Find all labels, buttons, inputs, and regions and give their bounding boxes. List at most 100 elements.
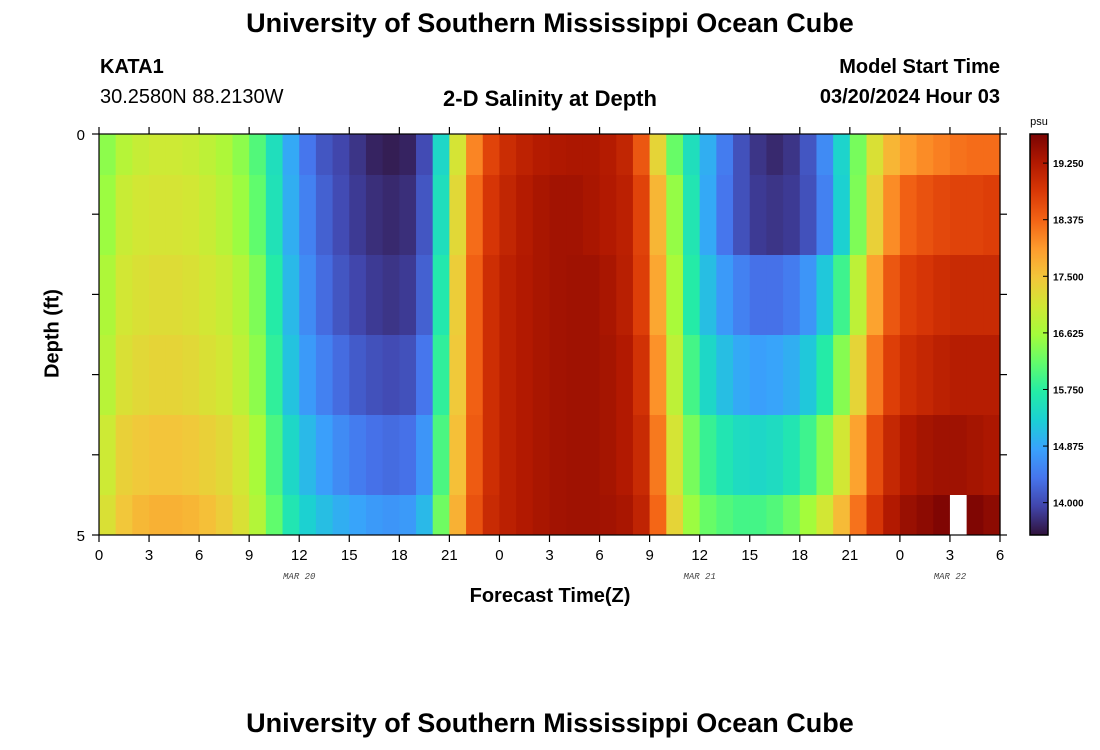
heatmap-cell bbox=[699, 134, 717, 175]
heatmap-cell bbox=[816, 495, 834, 535]
heatmap-cell bbox=[199, 415, 217, 495]
heatmap-cell bbox=[365, 255, 384, 335]
heatmap-cell bbox=[349, 255, 367, 335]
y-axis-ticks: 05 bbox=[77, 127, 1007, 545]
heatmap-cell bbox=[516, 415, 534, 495]
heatmap-cell bbox=[783, 495, 801, 535]
heatmap-cell bbox=[816, 255, 834, 335]
heatmap-cell bbox=[232, 134, 250, 175]
heatmap-cell bbox=[766, 134, 784, 175]
heatmap-cell bbox=[215, 175, 234, 255]
model-start-value: 03/20/2024 Hour 03 bbox=[819, 86, 1000, 108]
heatmap-cell bbox=[115, 495, 133, 535]
x-tick-label: 6 bbox=[996, 547, 1004, 564]
heatmap-cell bbox=[816, 134, 834, 175]
heatmap-cell bbox=[849, 495, 868, 535]
heatmap-cell bbox=[349, 495, 367, 535]
heatmap-cell bbox=[549, 415, 567, 495]
heatmap-cell bbox=[783, 134, 801, 175]
heatmap-cell bbox=[449, 175, 467, 255]
heatmap-cell bbox=[716, 335, 734, 415]
heatmap-cell bbox=[299, 335, 317, 415]
heatmap-cell bbox=[666, 255, 684, 335]
date-label: MAR 22 bbox=[934, 572, 967, 582]
heatmap-cell bbox=[766, 335, 784, 415]
heatmap-cell bbox=[249, 495, 267, 535]
heatmap-cell bbox=[716, 415, 734, 495]
heatmap-cell bbox=[649, 495, 667, 535]
heatmap-cell bbox=[315, 335, 334, 415]
heatmap-cell bbox=[532, 134, 551, 175]
heatmap-cell bbox=[282, 415, 300, 495]
heatmap-cell bbox=[432, 495, 450, 535]
heatmap-cell bbox=[299, 415, 317, 495]
heatmap-cell bbox=[649, 415, 667, 495]
model-start-label: Model Start Time bbox=[839, 56, 1000, 78]
heatmap-cell bbox=[199, 134, 217, 175]
x-tick-label: 15 bbox=[741, 547, 758, 564]
heatmap-cell bbox=[215, 255, 234, 335]
heatmap-cell bbox=[716, 175, 734, 255]
heatmap-cell bbox=[99, 335, 117, 415]
heatmap-cell bbox=[933, 255, 951, 335]
heatmap-cell bbox=[749, 335, 768, 415]
heatmap-cell bbox=[866, 134, 884, 175]
heatmap-cell bbox=[482, 255, 501, 335]
heatmap-cell bbox=[516, 495, 534, 535]
station-id: KATA1 bbox=[100, 56, 164, 78]
heatmap-cell bbox=[332, 335, 350, 415]
heatmap-cell bbox=[299, 175, 317, 255]
heatmap-cell bbox=[215, 415, 234, 495]
heatmap-cell bbox=[466, 175, 484, 255]
heatmap-cell bbox=[632, 495, 651, 535]
heatmap-cell bbox=[883, 134, 901, 175]
heatmap-cell bbox=[766, 175, 784, 255]
heatmap-cell bbox=[499, 255, 517, 335]
heatmap-cell bbox=[799, 335, 818, 415]
x-tick-label: 6 bbox=[595, 547, 603, 564]
heatmap-cell bbox=[416, 134, 434, 175]
heatmap-cell bbox=[933, 134, 951, 175]
heatmap-cell bbox=[132, 415, 150, 495]
heatmap-cell bbox=[99, 495, 117, 535]
heatmap-cell bbox=[582, 134, 601, 175]
colorbar-tick-label: 14.000 bbox=[1053, 499, 1084, 510]
heatmap-cell bbox=[582, 415, 601, 495]
heatmap-cell bbox=[115, 335, 133, 415]
heatmap-cell bbox=[866, 255, 884, 335]
heatmap-cell bbox=[799, 415, 818, 495]
heatmap-cell bbox=[532, 175, 551, 255]
heatmap-cell bbox=[115, 415, 133, 495]
heatmap-cell bbox=[299, 134, 317, 175]
heatmap-cell bbox=[682, 335, 701, 415]
heatmap-cell bbox=[249, 175, 267, 255]
heatmap-cell bbox=[299, 495, 317, 535]
heatmap-cell bbox=[699, 495, 717, 535]
heatmap-cell bbox=[616, 255, 634, 335]
heatmap-cell bbox=[432, 175, 450, 255]
heatmap-cell bbox=[215, 335, 234, 415]
heatmap-cell bbox=[182, 415, 200, 495]
chart-subtitle: 2-D Salinity at Depth bbox=[443, 86, 657, 111]
heatmap-cell bbox=[365, 175, 384, 255]
heatmap-cell bbox=[833, 415, 851, 495]
heatmap-cell bbox=[632, 134, 651, 175]
heatmap-cell bbox=[849, 415, 868, 495]
heatmap-cell bbox=[849, 134, 868, 175]
heatmap-cell bbox=[416, 415, 434, 495]
heatmap-cell bbox=[365, 134, 384, 175]
heatmap-cell bbox=[833, 175, 851, 255]
heatmap-cell bbox=[265, 335, 284, 415]
heatmap-cell bbox=[949, 415, 968, 495]
heatmap-cell bbox=[149, 415, 167, 495]
heatmap-cell bbox=[182, 255, 200, 335]
heatmap-cell bbox=[399, 415, 417, 495]
heatmap-cell bbox=[482, 175, 501, 255]
heatmap-cell bbox=[115, 175, 133, 255]
heatmap-cell bbox=[382, 255, 400, 335]
heatmap-cell bbox=[566, 415, 584, 495]
heatmap-cell bbox=[632, 255, 651, 335]
heatmap-cell bbox=[849, 335, 868, 415]
heatmap-cell bbox=[99, 134, 117, 175]
heatmap-cell bbox=[149, 495, 167, 535]
